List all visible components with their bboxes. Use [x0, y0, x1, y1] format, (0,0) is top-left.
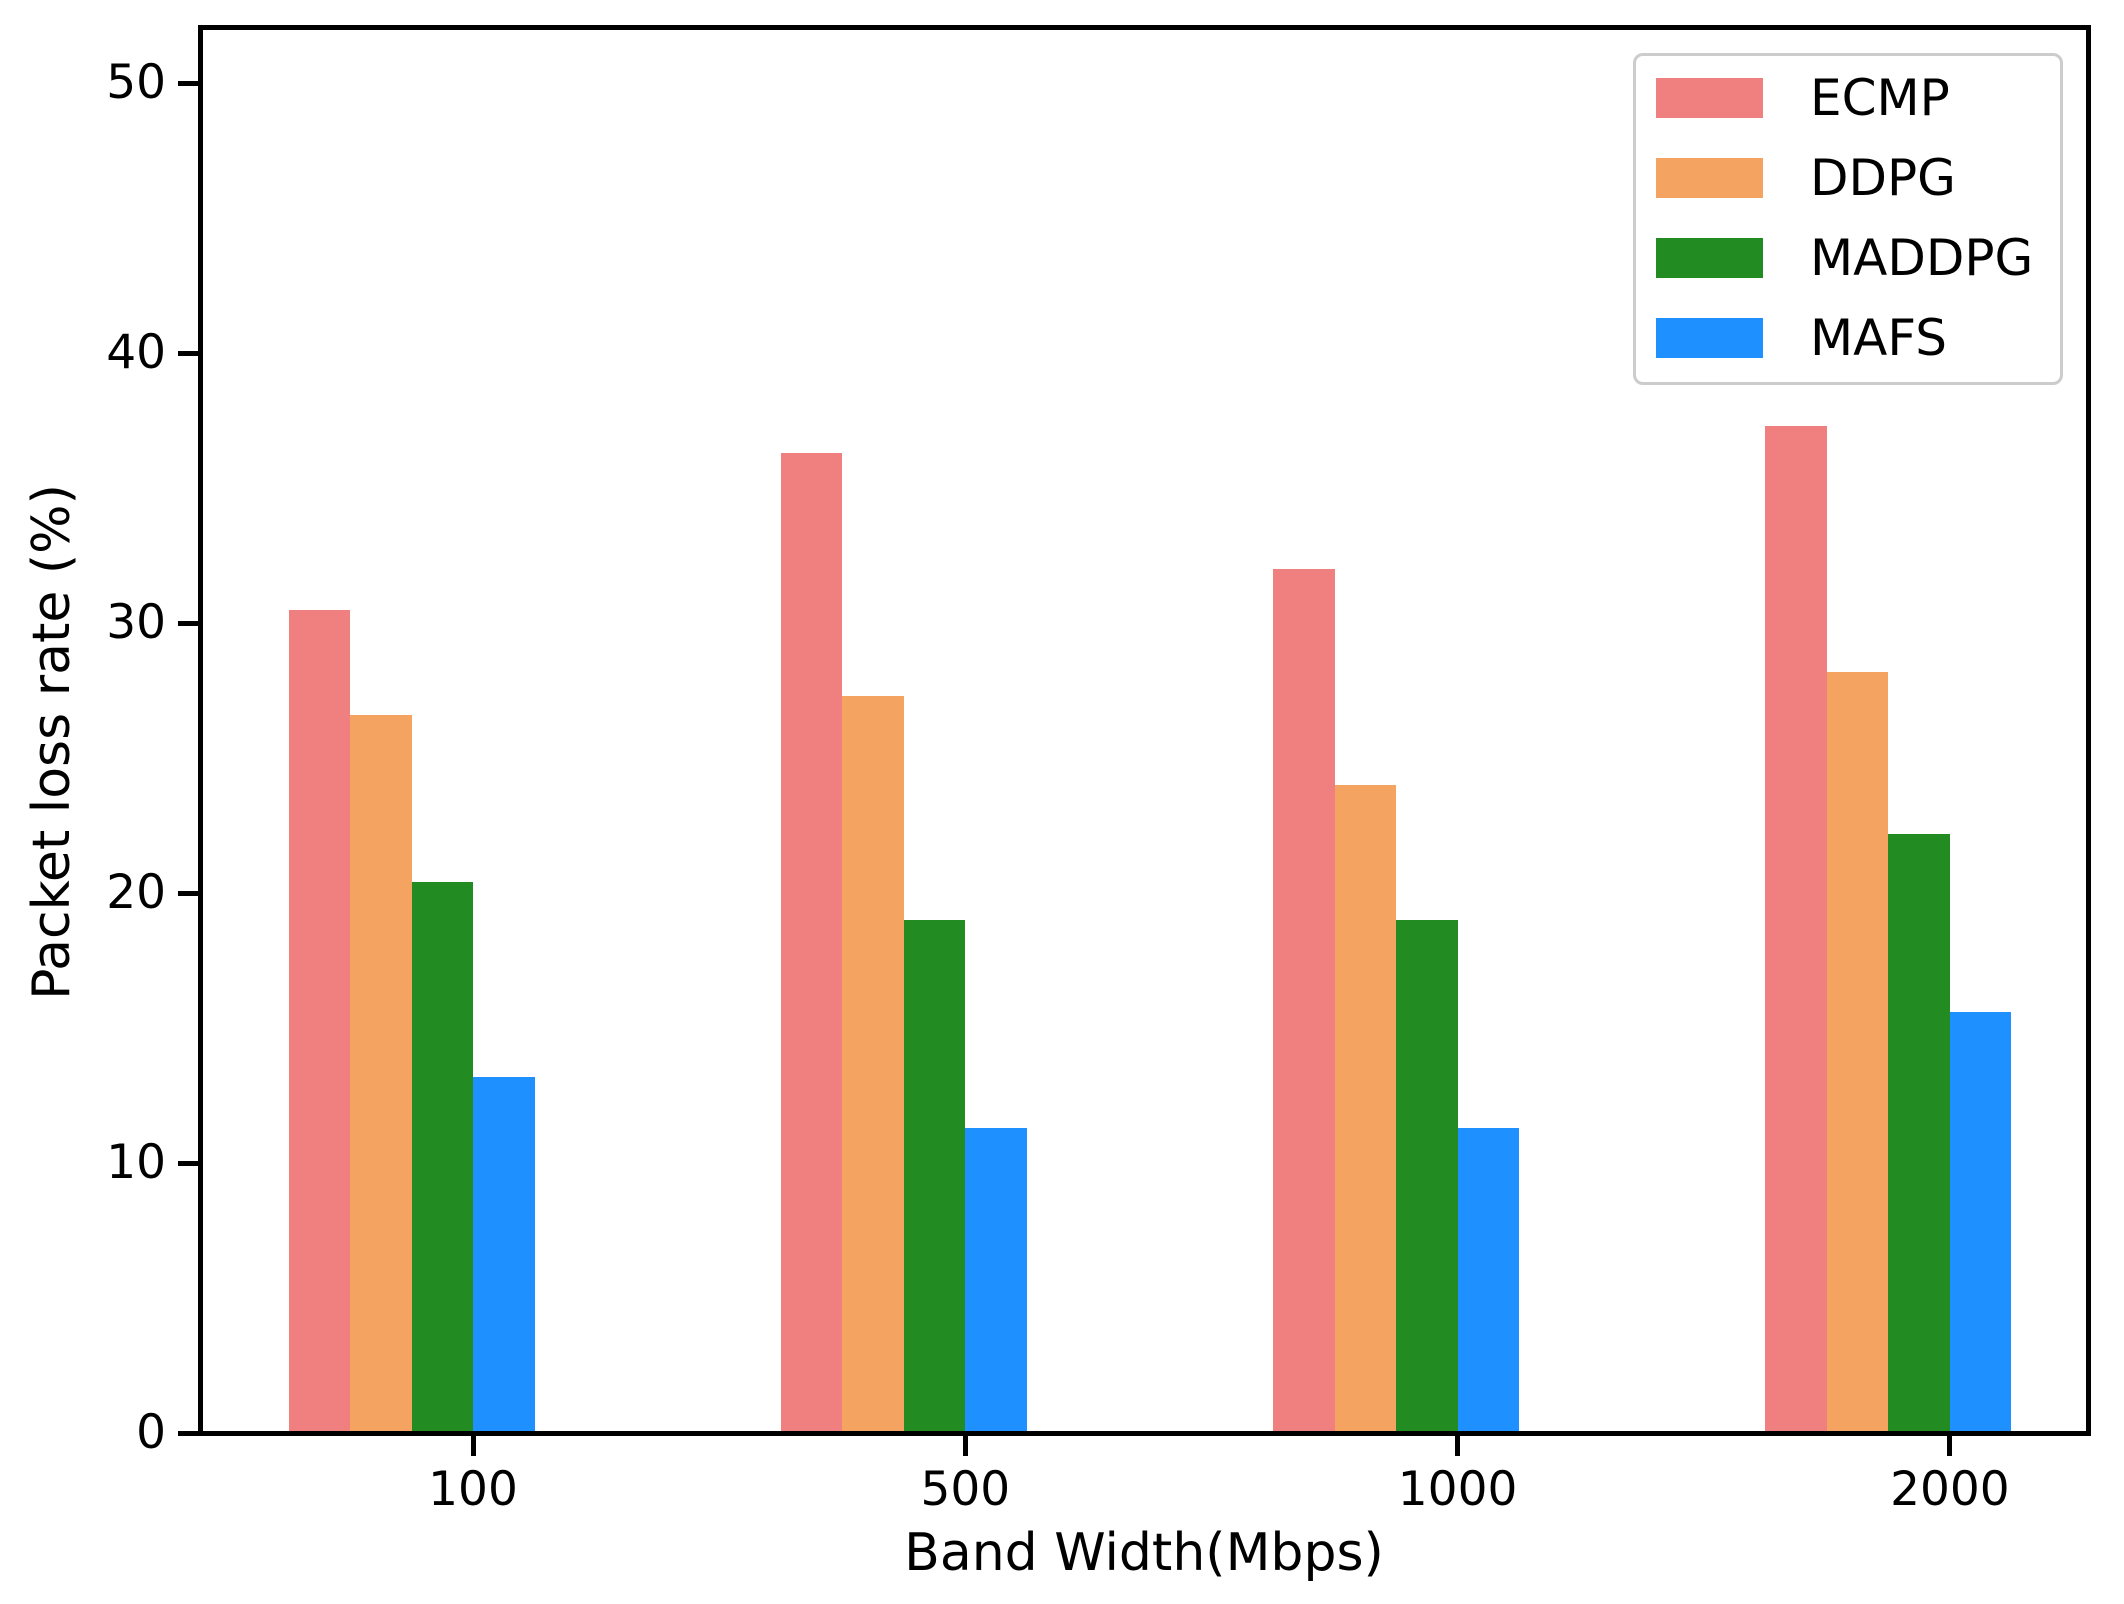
bar-ddpg-2000 — [1826, 671, 1889, 1434]
legend-swatch-ecmp — [1656, 78, 1763, 118]
y-tick-mark — [178, 620, 198, 626]
x-tick-mark — [470, 1436, 476, 1456]
legend-swatch-ddpg — [1656, 158, 1763, 198]
bar-ddpg-500 — [842, 695, 904, 1434]
bar-mafs-1000 — [1457, 1127, 1520, 1434]
x-tick-mark — [962, 1436, 968, 1456]
legend-swatch-mafs — [1656, 318, 1763, 358]
bar-ddpg-1000 — [1334, 785, 1397, 1434]
y-tick-label: 40 — [106, 325, 166, 380]
bar-maddpg-2000 — [1888, 833, 1950, 1434]
legend-item-maddpg: MADDPG — [1656, 218, 2060, 298]
legend-label-mafs: MAFS — [1810, 309, 1947, 367]
y-tick-label: 30 — [106, 595, 166, 650]
legend-label-maddpg: MADDPG — [1810, 229, 2034, 287]
legend-item-mafs: MAFS — [1656, 298, 2060, 378]
y-tick-mark — [178, 890, 198, 896]
y-tick-mark — [178, 350, 198, 356]
y-tick-label: 10 — [106, 1135, 166, 1190]
bar-maddpg-500 — [903, 920, 966, 1434]
y-tick-mark — [178, 80, 198, 86]
bar-maddpg-1000 — [1396, 920, 1458, 1434]
x-axis-label: Band Width(Mbps) — [904, 1523, 1384, 1583]
x-tick-mark — [1455, 1436, 1461, 1456]
bar-maddpg-100 — [411, 882, 473, 1434]
y-axis-label: Packet loss rate (%) — [22, 484, 82, 1000]
bar-ecmp-2000 — [1765, 425, 1827, 1434]
bar-ecmp-1000 — [1273, 569, 1335, 1434]
bar-mafs-100 — [473, 1076, 535, 1434]
x-tick-label: 500 — [920, 1462, 1011, 1517]
legend-label-ecmp: ECMP — [1810, 69, 1950, 127]
legend-item-ecmp: ECMP — [1656, 58, 2060, 138]
x-tick-label: 2000 — [1890, 1462, 2010, 1517]
bar-ecmp-500 — [780, 452, 843, 1434]
y-tick-mark — [178, 1160, 198, 1166]
legend: ECMP DDPG MADDPG MAFS — [1633, 53, 2063, 385]
legend-label-ddpg: DDPG — [1810, 149, 1956, 207]
y-tick-label: 20 — [106, 865, 166, 920]
y-tick-label: 50 — [106, 55, 166, 110]
bar-ecmp-100 — [288, 609, 350, 1434]
x-tick-label: 1000 — [1397, 1462, 1518, 1517]
bar-mafs-500 — [965, 1127, 1027, 1434]
legend-swatch-maddpg — [1656, 238, 1763, 278]
bar-mafs-2000 — [1949, 1011, 2012, 1434]
y-tick-mark — [178, 1430, 198, 1436]
y-tick-label: 0 — [136, 1405, 166, 1460]
x-tick-label: 100 — [428, 1462, 518, 1517]
legend-item-ddpg: DDPG — [1656, 138, 2060, 218]
bar-ddpg-100 — [350, 714, 412, 1434]
x-tick-mark — [1947, 1436, 1953, 1456]
